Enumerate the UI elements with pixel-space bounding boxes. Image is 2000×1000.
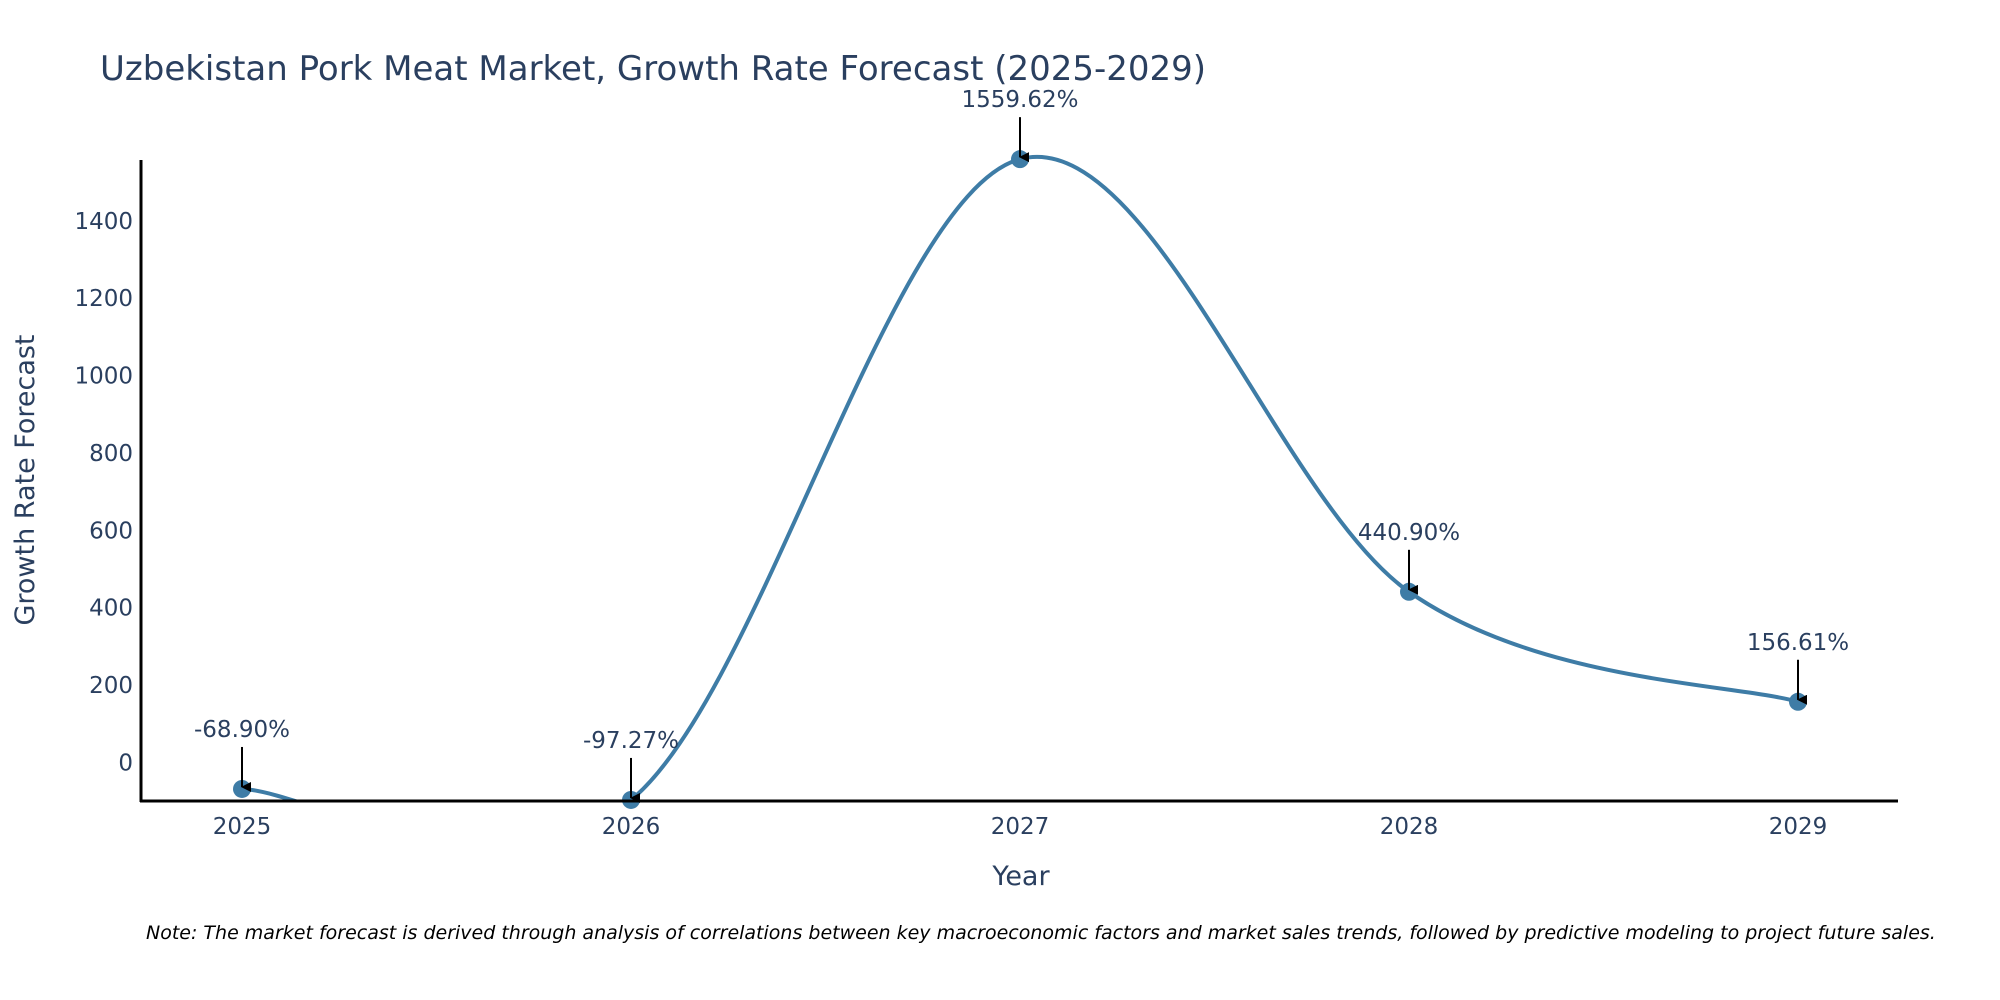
data-label: 156.61% (1747, 630, 1849, 656)
y-axis-ticks: 0 200 400 600 800 1000 1200 1400 (74, 209, 133, 776)
y-tick-label: 600 (89, 518, 133, 544)
y-tick-label: 1000 (74, 364, 133, 390)
data-label: 440.90% (1358, 520, 1460, 546)
x-tick-label: 2028 (1380, 814, 1439, 840)
y-tick-label: 1400 (74, 209, 133, 235)
x-tick-label: 2025 (213, 814, 272, 840)
x-tick-label: 2029 (1769, 814, 1828, 840)
data-label: -97.27% (583, 728, 679, 754)
x-tick-label: 2026 (602, 814, 661, 840)
data-label: 1559.62% (962, 87, 1079, 113)
y-tick-label: 800 (89, 441, 133, 467)
plot-area: -68.90% -97.27% 1559.62% 440.90% 156.61% (194, 87, 1849, 809)
x-tick-label: 2027 (991, 814, 1050, 840)
x-axis-ticks: 2025 2026 2027 2028 2029 (213, 814, 1828, 840)
series-markers (233, 150, 1807, 809)
series-line (241, 154, 1799, 801)
data-label: -68.90% (194, 717, 290, 743)
y-tick-label: 400 (89, 596, 133, 622)
y-tick-label: 1200 (74, 286, 133, 312)
data-annotations: -68.90% -97.27% 1559.62% 440.90% 156.61% (194, 87, 1849, 803)
y-tick-label: 0 (118, 750, 133, 776)
x-axis-title: Year (991, 861, 1050, 892)
footnote: Note: The market forecast is derived thr… (146, 922, 1936, 944)
chart-title: Uzbekistan Pork Meat Market, Growth Rate… (100, 49, 1206, 89)
y-axis-title: Growth Rate Forecast (10, 334, 41, 625)
y-tick-label: 200 (89, 673, 133, 699)
